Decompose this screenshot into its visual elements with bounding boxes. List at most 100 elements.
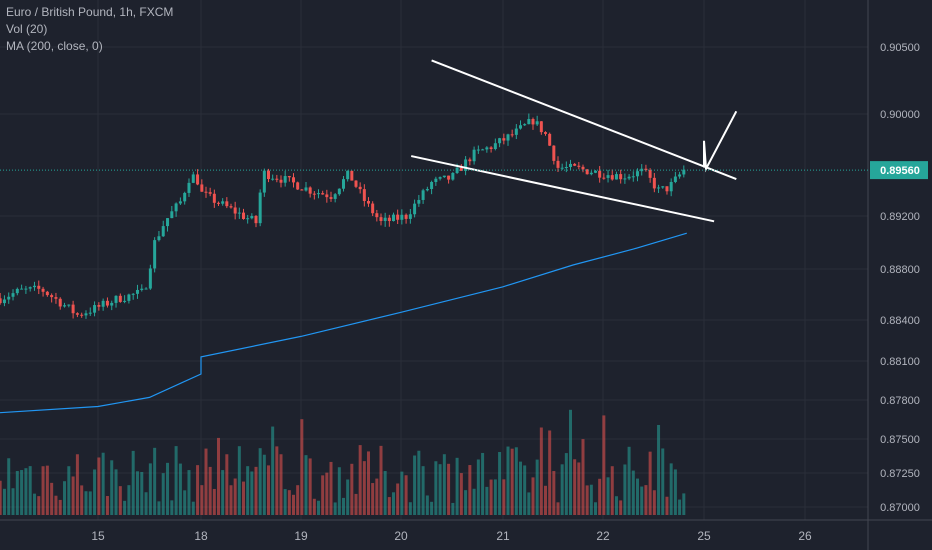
volume-bar (24, 468, 28, 515)
volume-bar (292, 494, 295, 515)
candle-body (627, 176, 631, 179)
candle-body (229, 206, 233, 208)
lower-trendline[interactable] (410, 155, 715, 223)
volume-bar (308, 458, 312, 515)
candle-body (548, 133, 552, 146)
candle-body (527, 119, 531, 125)
candle-body (131, 293, 135, 295)
candle-body (88, 312, 92, 314)
volume-bar (350, 463, 354, 515)
candle-body (67, 304, 71, 306)
volume-bar (539, 427, 543, 515)
volume-bar (523, 465, 527, 515)
volume-bar (283, 489, 287, 515)
candle-body (135, 289, 139, 294)
volume-bar (321, 475, 325, 515)
candle-body (144, 288, 148, 290)
candle-body (640, 168, 644, 172)
candle-body (174, 203, 178, 212)
volume-bar (498, 452, 502, 515)
volume-bar (451, 502, 455, 515)
candle-body (678, 174, 682, 177)
candle-body (45, 291, 49, 296)
candle-body (71, 304, 75, 314)
candle-body (204, 191, 208, 193)
volume-indicator-label[interactable]: Vol (20) (6, 22, 48, 36)
last-price-label: 0.89560 (880, 165, 920, 177)
volume-bar (262, 454, 266, 515)
upper-trendline[interactable] (431, 59, 737, 180)
volume-bar (267, 465, 270, 515)
candle-body (80, 314, 84, 316)
candle-body (258, 192, 262, 224)
volume-bar (153, 447, 157, 515)
candle-body (631, 176, 635, 178)
volume-bar (54, 495, 58, 515)
volume-bar (400, 471, 404, 515)
candle-body (2, 299, 6, 304)
candle-body (459, 167, 463, 171)
candle-body (387, 217, 391, 222)
candle-body (11, 293, 15, 297)
candle-body (375, 213, 379, 218)
candle-body (585, 169, 589, 175)
candle-body (283, 176, 287, 183)
candle-body (589, 172, 593, 175)
candle-body (337, 188, 341, 195)
volume-bar (648, 451, 652, 515)
candle-body (644, 168, 648, 171)
candle-body (623, 178, 627, 180)
volume-bar (287, 490, 291, 515)
candle-body (275, 178, 279, 180)
volume-bar (661, 448, 665, 515)
volume-bar (337, 467, 341, 515)
volume-bar (434, 461, 438, 515)
volume-bar (485, 486, 489, 515)
candle-body (383, 217, 387, 221)
volume-bar (438, 464, 442, 515)
candle-body (379, 217, 383, 221)
symbol-title[interactable]: Euro / British Pound, 1h, FXCM (6, 5, 174, 19)
volume-bar (200, 485, 204, 515)
volume-bar (296, 485, 300, 515)
volume-bar (317, 500, 320, 515)
volume-bar (135, 471, 139, 515)
candle-body (417, 199, 421, 204)
volume-bar (140, 471, 144, 515)
volume-bar (208, 466, 212, 515)
moving-average-label[interactable]: MA (200, close, 0) (6, 39, 103, 53)
candle-body (455, 167, 459, 173)
candle-body (127, 294, 131, 301)
volume-bar (413, 455, 417, 515)
candle-body (296, 182, 300, 190)
volume-bar (221, 470, 225, 515)
candle-body (84, 313, 88, 316)
volume-bar (196, 465, 200, 515)
volume-bar (58, 499, 62, 515)
volume-bar (640, 486, 644, 515)
candle-body (101, 300, 105, 307)
volume-bar (598, 478, 602, 515)
time-tick-label: 21 (496, 529, 510, 543)
volume-bar (7, 458, 11, 515)
projection-path[interactable] (703, 110, 738, 173)
volume-bar (669, 463, 673, 515)
volume-bar (20, 470, 24, 515)
candle-body (58, 298, 62, 307)
volume-bar (455, 457, 459, 515)
chart-legend: Euro / British Pound, 1h, FXCM Vol (20) … (6, 4, 173, 55)
time-tick-label: 18 (194, 529, 208, 543)
volume-bar (502, 479, 506, 515)
volume-bar (32, 493, 36, 515)
candle-body (396, 214, 400, 220)
volume-bar (392, 492, 395, 515)
volume-bar (2, 488, 6, 515)
price-tick-label: 0.87250 (880, 468, 920, 480)
candle-body (350, 170, 354, 181)
candle-body (489, 147, 493, 150)
candle-body (170, 211, 174, 219)
candle-body (648, 170, 652, 178)
